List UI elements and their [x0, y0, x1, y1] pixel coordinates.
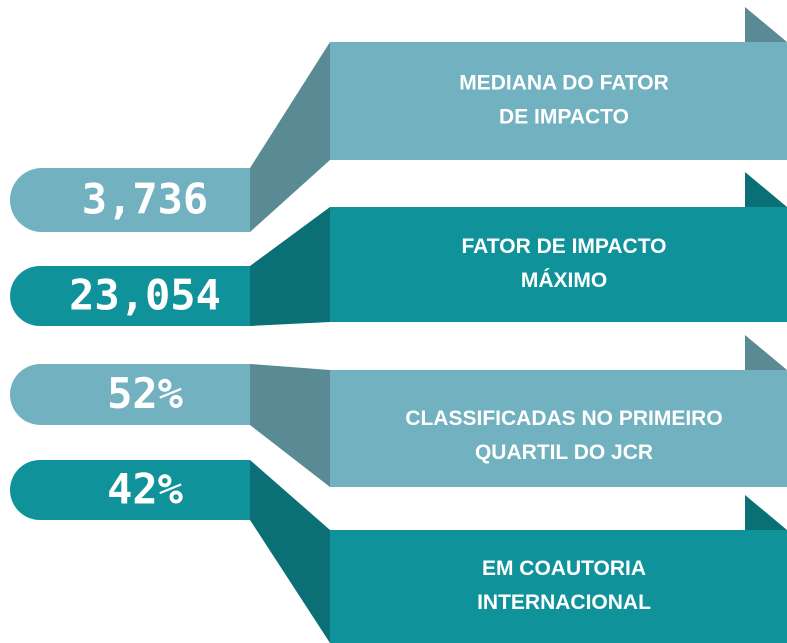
label-line: EM COAUTORIA [482, 557, 646, 580]
value-pill [10, 266, 250, 326]
connector [250, 364, 330, 487]
label-line: MEDIANA DO FATOR [459, 72, 669, 95]
value-pill [10, 168, 250, 232]
label-box [330, 207, 787, 322]
label-line: FATOR DE IMPACTO [462, 235, 667, 258]
label-box [330, 370, 787, 487]
label-box [330, 42, 787, 160]
connector [250, 460, 330, 643]
corner-fold [745, 172, 787, 207]
label-line: CLASSIFICADAS NO PRIMEIRO [405, 407, 722, 430]
label-line: INTERNACIONAL [477, 591, 651, 614]
corner-fold [745, 7, 787, 42]
value-text: 52% [107, 369, 183, 418]
value-text: 23,054 [69, 271, 221, 320]
label-box [330, 530, 787, 643]
corner-fold [745, 495, 787, 530]
label-line: DE IMPACTO [499, 106, 629, 129]
value-pill [9, 364, 250, 425]
value-text: 42% [107, 465, 183, 514]
connector [250, 42, 330, 232]
corner-fold [745, 335, 787, 370]
label-line: MÁXIMO [521, 269, 607, 292]
connector [250, 207, 330, 326]
value-text: 3,736 [82, 175, 208, 224]
label-line: QUARTIL DO JCR [475, 441, 653, 464]
value-pill [10, 460, 250, 520]
